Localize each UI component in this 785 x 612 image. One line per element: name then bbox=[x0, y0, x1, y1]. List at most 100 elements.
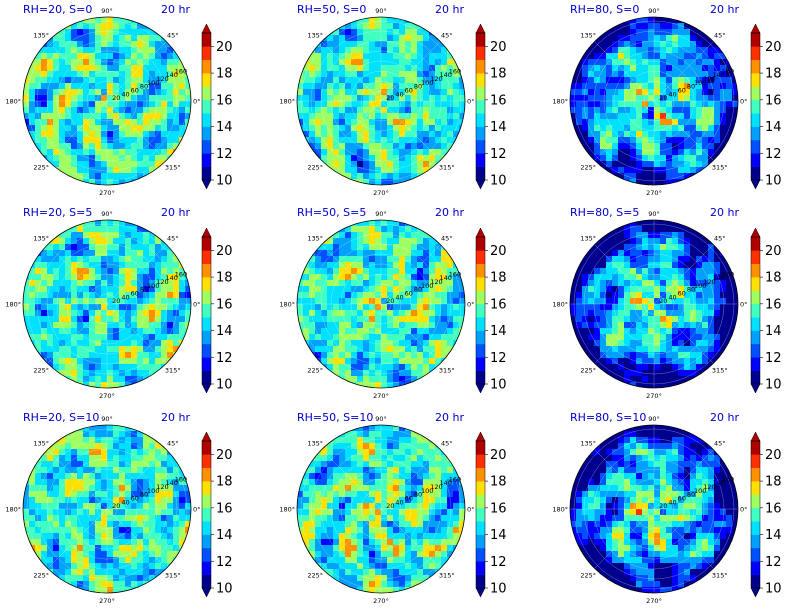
field-cell bbox=[399, 41, 406, 48]
field-cell bbox=[411, 334, 418, 341]
field-cell bbox=[441, 292, 448, 299]
field-cell bbox=[417, 292, 424, 299]
field-cell bbox=[690, 83, 697, 90]
field-cell bbox=[720, 77, 727, 84]
field-cell bbox=[708, 322, 715, 329]
angle-tick-label: 315° bbox=[712, 366, 728, 374]
field-cell bbox=[684, 238, 691, 245]
field-cell bbox=[696, 107, 703, 114]
field-cell bbox=[630, 65, 637, 72]
field-cell bbox=[173, 244, 180, 251]
field-cell bbox=[327, 250, 334, 257]
field-cell bbox=[65, 461, 72, 468]
field-cell bbox=[684, 41, 691, 48]
field-cell bbox=[636, 89, 643, 96]
field-cell bbox=[71, 161, 78, 168]
colorbar-extend-min bbox=[201, 179, 212, 190]
field-cell bbox=[606, 125, 613, 132]
field-cell bbox=[89, 59, 96, 66]
field-cell bbox=[65, 304, 72, 311]
field-cell bbox=[441, 137, 448, 144]
field-cell bbox=[107, 298, 114, 305]
field-cell bbox=[107, 71, 114, 78]
colorbar-segment bbox=[751, 139, 760, 154]
field-cell bbox=[666, 370, 673, 377]
field-cell bbox=[369, 274, 376, 281]
field-cell bbox=[89, 89, 96, 96]
field-cell bbox=[678, 101, 685, 108]
field-cell bbox=[59, 455, 66, 462]
field-cell bbox=[339, 340, 346, 347]
field-cell bbox=[345, 95, 352, 102]
field-cell bbox=[672, 268, 679, 275]
field-cell bbox=[369, 316, 376, 323]
field-cell bbox=[666, 29, 673, 36]
field-cell bbox=[600, 107, 607, 114]
field-cell bbox=[600, 149, 607, 156]
field-cell bbox=[582, 304, 589, 311]
field-cell bbox=[357, 137, 364, 144]
field-cell bbox=[624, 250, 631, 257]
field-cell bbox=[351, 71, 358, 78]
field-cell bbox=[405, 352, 412, 359]
field-cell bbox=[630, 382, 637, 388]
field-cell bbox=[714, 89, 721, 96]
field-cell bbox=[672, 274, 679, 281]
field-cell bbox=[441, 113, 448, 120]
field-cell bbox=[41, 53, 48, 60]
field-cell bbox=[65, 551, 72, 558]
field-cell bbox=[630, 346, 637, 353]
field-cell bbox=[47, 280, 54, 287]
field-cell bbox=[131, 161, 138, 168]
field-cell bbox=[351, 244, 358, 251]
radial-tick-label: 80 bbox=[687, 286, 695, 294]
field-cell bbox=[381, 256, 388, 263]
field-cell bbox=[161, 77, 168, 84]
field-cell bbox=[594, 340, 601, 347]
field-cell bbox=[696, 316, 703, 323]
field-cell bbox=[167, 274, 174, 281]
field-cell bbox=[648, 89, 655, 96]
field-cell bbox=[708, 262, 715, 269]
field-cell bbox=[155, 521, 162, 528]
field-cell bbox=[363, 280, 370, 287]
field-cell bbox=[393, 161, 400, 168]
field-cell bbox=[125, 220, 132, 227]
field-cell bbox=[690, 95, 697, 102]
field-cell bbox=[71, 461, 78, 468]
field-cell bbox=[642, 101, 649, 108]
field-cell bbox=[71, 515, 78, 522]
field-cell bbox=[59, 334, 66, 341]
field-cell bbox=[155, 131, 162, 138]
field-cell bbox=[71, 119, 78, 126]
field-cell bbox=[441, 280, 448, 287]
field-cell bbox=[143, 437, 150, 444]
field-cell bbox=[411, 101, 418, 108]
field-cell bbox=[143, 77, 150, 84]
field-cell bbox=[351, 268, 358, 275]
field-cell bbox=[95, 328, 102, 335]
field-cell bbox=[89, 256, 96, 263]
field-cell bbox=[131, 256, 138, 263]
field-cell bbox=[321, 334, 328, 341]
field-cell bbox=[642, 364, 649, 371]
field-cell bbox=[83, 137, 90, 144]
field-cell bbox=[95, 107, 102, 114]
field-cell bbox=[459, 89, 465, 96]
field-cell bbox=[95, 101, 102, 108]
field-cell bbox=[125, 41, 132, 48]
field-cell bbox=[137, 119, 144, 126]
panel-title: RH=50, S=0 bbox=[297, 3, 366, 16]
field-cell bbox=[23, 292, 30, 299]
field-cell bbox=[53, 107, 60, 114]
field-cell bbox=[600, 119, 607, 126]
field-cell bbox=[393, 262, 400, 269]
field-cell bbox=[101, 533, 108, 540]
field-cell bbox=[588, 346, 595, 353]
field-cell bbox=[351, 65, 358, 72]
field-cell bbox=[417, 155, 424, 162]
radial-tick-label: 120 bbox=[156, 75, 168, 83]
field-cell bbox=[47, 274, 54, 281]
field-cell bbox=[624, 358, 631, 365]
field-cell bbox=[447, 53, 454, 60]
